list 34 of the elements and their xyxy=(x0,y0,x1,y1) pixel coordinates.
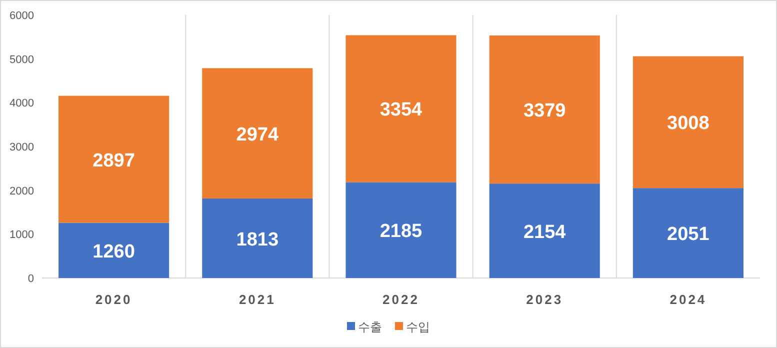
bar xyxy=(202,198,313,278)
y-tick-label: 4000 xyxy=(10,98,34,110)
data-label: 1813 xyxy=(236,229,279,250)
bar xyxy=(346,182,456,278)
y-tick-label: 5000 xyxy=(10,54,34,66)
bar xyxy=(632,188,744,278)
data-label: 2897 xyxy=(92,150,135,172)
bar xyxy=(58,222,170,278)
data-label: 2051 xyxy=(667,224,710,246)
data-label: 2154 xyxy=(523,222,566,243)
y-tick-label: 6000 xyxy=(10,10,34,22)
data-label: 2185 xyxy=(380,221,423,242)
bar xyxy=(489,35,600,184)
bar xyxy=(489,184,600,278)
bar xyxy=(202,68,313,199)
y-tick-label: 0 xyxy=(28,273,34,285)
bar xyxy=(346,35,456,182)
legend-label: 수출 xyxy=(358,320,382,334)
x-tick-label: 2023 xyxy=(526,292,564,307)
y-tick-label: 1000 xyxy=(10,229,34,242)
x-tick-label: 2022 xyxy=(382,292,420,307)
y-tick-label: 2000 xyxy=(10,185,34,198)
x-tick-label: 2020 xyxy=(95,292,132,307)
legend-label: 수입 xyxy=(406,320,430,334)
data-label: 3354 xyxy=(380,100,423,121)
bar xyxy=(632,56,744,188)
data-label: 1260 xyxy=(92,241,135,262)
x-tick-label: 2021 xyxy=(238,292,276,307)
data-label: 2974 xyxy=(236,124,279,146)
data-label: 3379 xyxy=(523,100,566,122)
y-tick-label: 3000 xyxy=(10,142,34,154)
bar xyxy=(58,96,170,223)
data-label: 3008 xyxy=(667,113,710,134)
x-tick-label: 2024 xyxy=(670,292,707,307)
